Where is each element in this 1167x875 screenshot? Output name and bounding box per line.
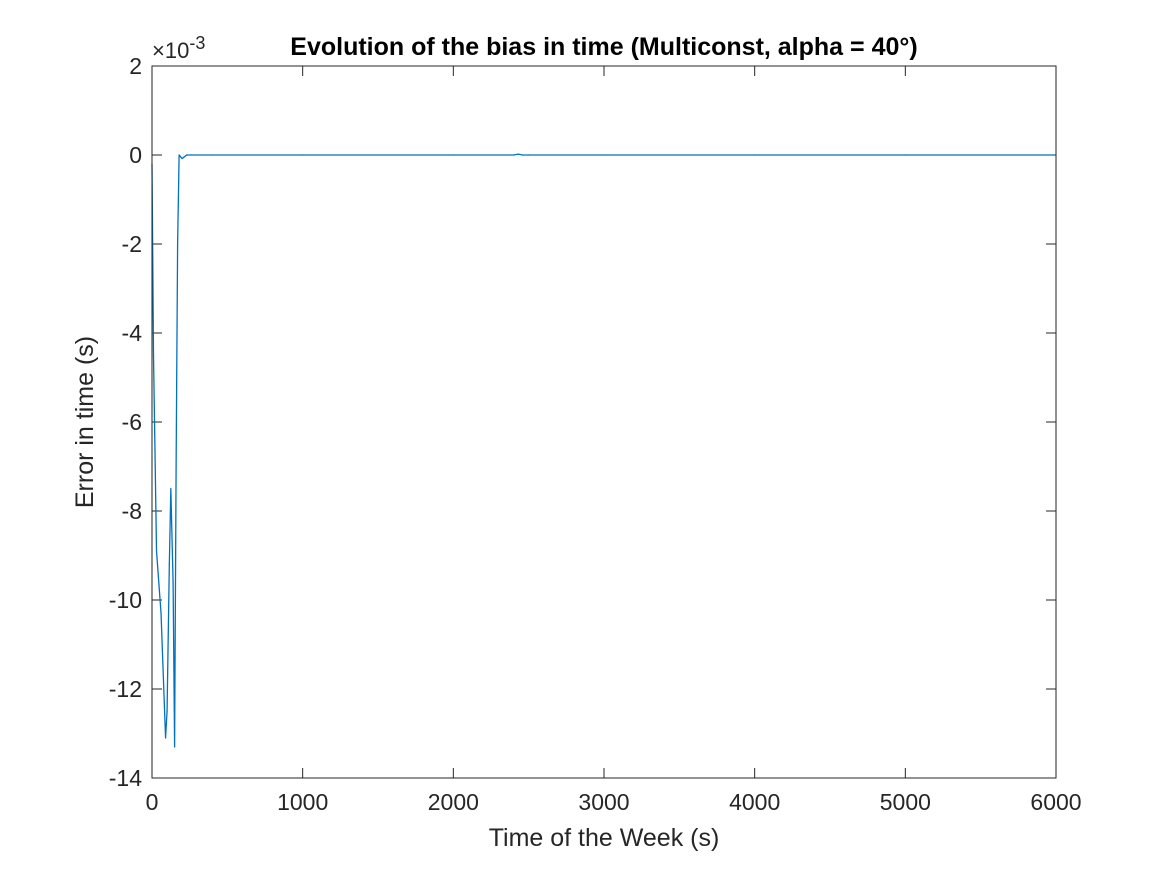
data-point [211,154,213,156]
x-tick-label: 0 [146,789,159,815]
series-0 [151,153,1057,748]
x-tick-label: 3000 [578,789,629,815]
data-point [186,154,188,156]
data-point [181,157,183,160]
y-tick-label: -8 [122,498,142,524]
x-tick-labels: 0 1000 2000 3000 4000 5000 6000 [146,789,1082,815]
data-point [904,154,906,156]
data-point [152,354,155,356]
data-point [522,154,524,156]
x-tick-label: 5000 [880,789,931,815]
y-tick-label: -14 [109,765,142,791]
y-tick-label: -12 [109,676,142,702]
chart-title: Evolution of the bias in time (Multicons… [290,33,917,61]
data-point [517,153,519,155]
y-exponent-label: ×10-3 [152,33,205,63]
data-point [155,550,158,552]
y-tick-label: -10 [109,587,142,613]
data-point [174,746,176,748]
data-point [170,488,172,490]
data-point [160,612,162,614]
y-exponent-base: ×10 [152,38,189,63]
y-tick-label: -2 [122,231,142,257]
data-point [177,243,179,245]
x-tick-label: 4000 [729,789,780,815]
x-tick-label: 6000 [1030,789,1081,815]
data-point [190,154,192,156]
y-tick-labels: 2 0 -2 -4 -6 -8 -10 -12 -14 [109,53,142,791]
data-point [452,154,454,156]
data-point [603,154,605,156]
y-tick-label: 2 [129,53,142,79]
series-layer [151,153,1057,748]
data-point [166,710,168,712]
plot-frame [151,65,1057,779]
data-point [302,154,304,156]
y-tick-label: 0 [129,142,142,168]
data-point [528,154,530,156]
x-axis-label: Time of the Week (s) [489,824,720,852]
data-point [175,465,177,468]
data-point [513,154,515,156]
x-tick-label: 1000 [277,789,328,815]
y-exponent-power: -3 [189,33,205,53]
data-point [754,154,756,156]
data-point [164,737,167,739]
y-tick-label: -4 [122,320,143,346]
data-point [172,581,174,583]
x-tick-label: 2000 [428,789,479,815]
y-tick-label: -6 [122,409,142,435]
data-point [168,563,170,566]
plot-area [152,66,1056,778]
y-axis-label: Error in time (s) [71,336,99,508]
data-point [178,154,180,156]
